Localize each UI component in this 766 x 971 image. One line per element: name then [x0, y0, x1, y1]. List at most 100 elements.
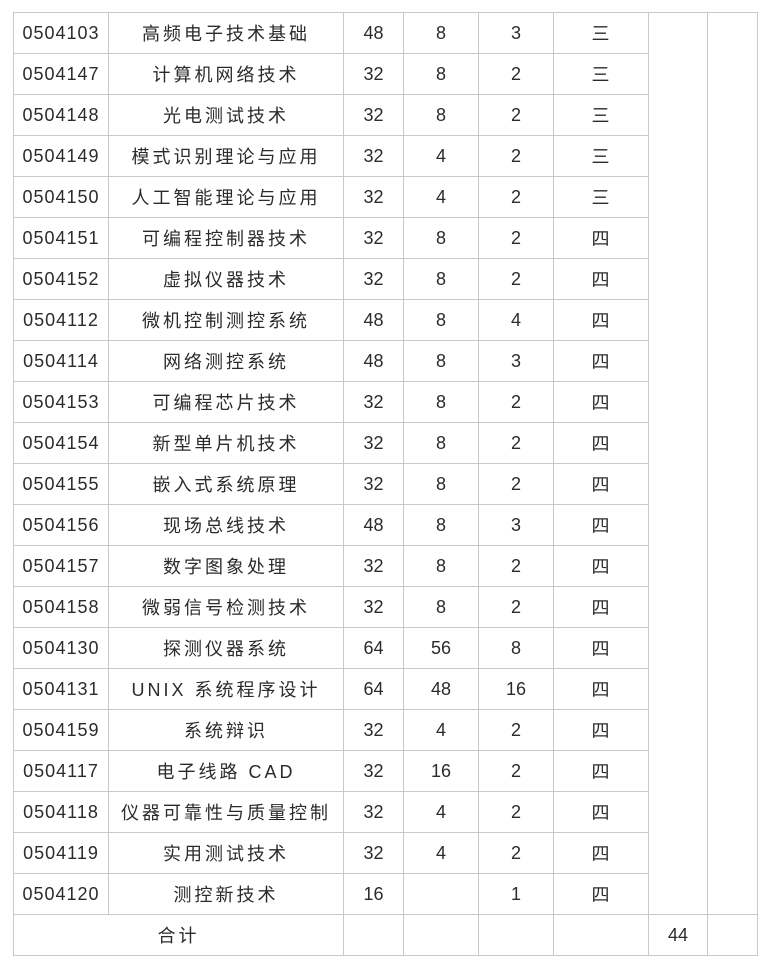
- course-code-cell: 0504151: [13, 217, 109, 259]
- course-name-cell: 可编程控制器技术: [108, 217, 344, 259]
- credits-cell: 2: [478, 258, 554, 300]
- credits-cell: 2: [478, 422, 554, 464]
- total-label-cell: 合计: [13, 914, 344, 956]
- credits-cell: 2: [478, 176, 554, 218]
- practice-hours-cell: 8: [403, 381, 479, 423]
- total-row: 合计 44: [13, 914, 758, 956]
- course-name-cell: 现场总线技术: [108, 504, 344, 546]
- credits-cell: 2: [478, 135, 554, 177]
- semester-cell: 四: [553, 422, 649, 464]
- credits-cell: 16: [478, 668, 554, 710]
- practice-hours-cell: 56: [403, 627, 479, 669]
- course-name-cell: 新型单片机技术: [108, 422, 344, 464]
- practice-hours-cell: 8: [403, 422, 479, 464]
- practice-hours-cell: 16: [403, 750, 479, 792]
- total-hours-cell: 64: [343, 668, 404, 710]
- table-row: 0504149 模式识别理论与应用 32 4 2 三: [13, 135, 758, 177]
- semester-cell: 四: [553, 873, 649, 915]
- total-practice-sum-cell: [403, 914, 479, 956]
- table-row: 0504151 可编程控制器技术 32 8 2 四: [13, 217, 758, 259]
- total-credits-sum-cell: [478, 914, 554, 956]
- practice-hours-cell: 8: [403, 586, 479, 628]
- credits-cell: 2: [478, 217, 554, 259]
- course-code-cell: 0504103: [13, 12, 109, 54]
- total-hours-cell: 32: [343, 135, 404, 177]
- table-row: 0504148 光电测试技术 32 8 2 三: [13, 94, 758, 136]
- total-hours-cell: 32: [343, 94, 404, 136]
- credits-cell: 2: [478, 586, 554, 628]
- table-row: 0504118 仪器可靠性与质量控制 32 4 2 四: [13, 791, 758, 833]
- course-code-cell: 0504117: [13, 750, 109, 792]
- semester-cell: 四: [553, 709, 649, 751]
- table-row: 0504119 实用测试技术 32 4 2 四: [13, 832, 758, 874]
- table-row: 0504112 微机控制测控系统 48 8 4 四: [13, 299, 758, 341]
- table-row: 0504147 计算机网络技术 32 8 2 三: [13, 53, 758, 95]
- table-row: 0504120 测控新技术 16 1 四: [13, 873, 758, 915]
- practice-hours-cell: 8: [403, 545, 479, 587]
- practice-hours-cell: 4: [403, 832, 479, 874]
- course-name-cell: 可编程芯片技术: [108, 381, 344, 423]
- course-code-cell: 0504153: [13, 381, 109, 423]
- credits-cell: 3: [478, 12, 554, 54]
- table-row: 0504159 系统辩识 32 4 2 四: [13, 709, 758, 751]
- semester-cell: 四: [553, 463, 649, 505]
- total-hours-cell: 32: [343, 832, 404, 874]
- semester-cell: 四: [553, 381, 649, 423]
- course-name-cell: 探测仪器系统: [108, 627, 344, 669]
- course-name-cell: 微弱信号检测技术: [108, 586, 344, 628]
- semester-cell: 四: [553, 258, 649, 300]
- practice-hours-cell: 8: [403, 340, 479, 382]
- total-hours-cell: 32: [343, 381, 404, 423]
- practice-hours-cell: 48: [403, 668, 479, 710]
- practice-hours-cell: 4: [403, 135, 479, 177]
- practice-hours-cell: 8: [403, 299, 479, 341]
- course-code-cell: 0504147: [13, 53, 109, 95]
- course-name-cell: 系统辩识: [108, 709, 344, 751]
- table-row: 0504103 高频电子技术基础 48 8 3 三: [13, 12, 758, 915]
- practice-hours-cell: 4: [403, 709, 479, 751]
- course-name-cell: 光电测试技术: [108, 94, 344, 136]
- practice-hours-cell: 8: [403, 504, 479, 546]
- practice-hours-cell: 8: [403, 217, 479, 259]
- table-row: 0504130 探测仪器系统 64 56 8 四: [13, 627, 758, 669]
- course-name-cell: 微机控制测控系统: [108, 299, 344, 341]
- credits-cell: 2: [478, 53, 554, 95]
- semester-cell: 四: [553, 299, 649, 341]
- course-name-cell: UNIX 系统程序设计: [108, 668, 344, 710]
- table-row: 0504114 网络测控系统 48 8 3 四: [13, 340, 758, 382]
- course-code-cell: 0504112: [13, 299, 109, 341]
- course-code-cell: 0504149: [13, 135, 109, 177]
- semester-cell: 四: [553, 504, 649, 546]
- course-table: 0504103 高频电子技术基础 48 8 3 三 0504147 计算机网络技…: [13, 12, 758, 956]
- total-extra-cell: [707, 914, 758, 956]
- course-code-cell: 0504114: [13, 340, 109, 382]
- total-semester-cell: [553, 914, 649, 956]
- semester-cell: 四: [553, 545, 649, 587]
- course-name-cell: 计算机网络技术: [108, 53, 344, 95]
- semester-cell: 四: [553, 586, 649, 628]
- practice-hours-cell: 8: [403, 12, 479, 54]
- table-row: 0504155 嵌入式系统原理 32 8 2 四: [13, 463, 758, 505]
- course-code-cell: 0504156: [13, 504, 109, 546]
- total-hours-cell: 32: [343, 750, 404, 792]
- total-hours-cell: 64: [343, 627, 404, 669]
- credits-cell: 2: [478, 94, 554, 136]
- table-row: 0504153 可编程芯片技术 32 8 2 四: [13, 381, 758, 423]
- course-name-cell: 数字图象处理: [108, 545, 344, 587]
- semester-cell: 三: [553, 53, 649, 95]
- course-code-cell: 0504158: [13, 586, 109, 628]
- course-code-cell: 0504120: [13, 873, 109, 915]
- table-row: 0504157 数字图象处理 32 8 2 四: [13, 545, 758, 587]
- credits-cell: 2: [478, 463, 554, 505]
- total-hours-cell: 32: [343, 463, 404, 505]
- practice-hours-cell: 8: [403, 463, 479, 505]
- semester-cell: 四: [553, 750, 649, 792]
- course-name-cell: 实用测试技术: [108, 832, 344, 874]
- course-table-body: 0504103 高频电子技术基础 48 8 3 三 0504147 计算机网络技…: [13, 12, 758, 956]
- semester-cell: 四: [553, 832, 649, 874]
- total-hours-cell: 32: [343, 258, 404, 300]
- course-code-cell: 0504157: [13, 545, 109, 587]
- total-hours-cell: 32: [343, 422, 404, 464]
- practice-hours-cell: 4: [403, 176, 479, 218]
- total-hours-sum-cell: [343, 914, 404, 956]
